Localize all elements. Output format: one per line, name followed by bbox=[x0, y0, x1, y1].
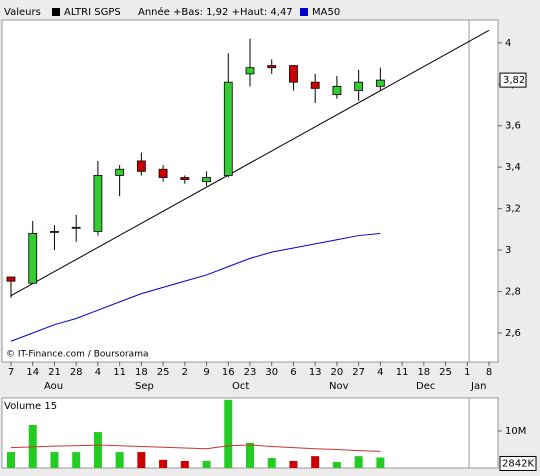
volume-bar bbox=[311, 456, 320, 468]
legend-swatch bbox=[300, 8, 308, 16]
legend-label: MA50 bbox=[312, 7, 340, 18]
y-tick-label: 3,4 bbox=[505, 162, 521, 173]
candle-body bbox=[223, 81, 233, 176]
candle-body bbox=[50, 231, 59, 233]
ma-line bbox=[10, 232, 381, 342]
x-tick-label: 18 bbox=[417, 367, 430, 378]
month-label: Dec bbox=[416, 381, 435, 392]
x-tick-label: 25 bbox=[439, 367, 452, 378]
x-tick-label: 18 bbox=[135, 367, 148, 378]
source: © IT-Finance.com / Boursorama bbox=[6, 350, 148, 360]
x-tick-label: 9 bbox=[203, 367, 209, 378]
last-value-box bbox=[499, 72, 527, 88]
volume-bar bbox=[332, 462, 341, 468]
x-tick-label: 1 bbox=[464, 367, 470, 378]
y-tick-label: 2,8 bbox=[505, 287, 521, 298]
candle-body bbox=[375, 79, 385, 87]
candle-body bbox=[354, 81, 364, 91]
x-tick-label: 4 bbox=[95, 367, 101, 378]
x-tick-label: 23 bbox=[244, 367, 257, 378]
month-label: Aou bbox=[44, 381, 63, 392]
volume-bar bbox=[137, 452, 146, 468]
volume-bar bbox=[50, 452, 59, 468]
volume-bar bbox=[224, 399, 233, 468]
month-label: Jan bbox=[470, 381, 486, 392]
candle-body bbox=[332, 85, 342, 96]
month-label: Sep bbox=[135, 381, 154, 392]
candle-body bbox=[136, 160, 146, 172]
x-tick-label: 20 bbox=[331, 367, 344, 378]
x-tick-label: 11 bbox=[113, 367, 126, 378]
trendline bbox=[10, 29, 490, 297]
y-tick-label: 4 bbox=[505, 38, 511, 49]
volume-bar bbox=[159, 459, 168, 468]
candle-body bbox=[180, 177, 190, 180]
volume-bar bbox=[93, 432, 102, 468]
x-tick-label: 25 bbox=[157, 367, 170, 378]
candle-body bbox=[115, 168, 125, 176]
x-tick-label: 21 bbox=[48, 367, 61, 378]
last-value-box bbox=[499, 455, 537, 471]
candle-body bbox=[245, 67, 255, 75]
y-tick-label: 3,6 bbox=[505, 121, 521, 132]
x-tick-label: 27 bbox=[352, 367, 365, 378]
x-tick-label: 2 bbox=[182, 367, 188, 378]
candle-body bbox=[202, 177, 211, 183]
x-tick-label: 16 bbox=[222, 367, 235, 378]
volume-bar bbox=[246, 442, 254, 468]
volume-bar bbox=[267, 458, 276, 468]
month-label: Oct bbox=[232, 381, 249, 392]
x-tick-label: 14 bbox=[26, 367, 39, 378]
candle-body bbox=[28, 233, 38, 284]
candle-body bbox=[93, 175, 103, 232]
x-tick-label: 30 bbox=[265, 367, 278, 378]
volume-bar bbox=[289, 460, 298, 468]
x-tick-label: 8 bbox=[486, 367, 492, 378]
x-tick-label: 13 bbox=[309, 367, 322, 378]
candle-body bbox=[158, 168, 168, 178]
candle-body bbox=[310, 81, 320, 89]
x-tick-label: 6 bbox=[290, 367, 296, 378]
volume-bar bbox=[202, 460, 211, 468]
month-label: Nov bbox=[329, 381, 349, 392]
y-tick-label: 3 bbox=[505, 245, 511, 256]
annotation: Année +Bas: 1,92 +Haut: 4,47 bbox=[138, 6, 293, 18]
legend-label: ALTRI SGPS bbox=[64, 7, 121, 18]
volume-bar bbox=[115, 452, 124, 468]
candle-body bbox=[267, 65, 277, 69]
last-value-label: 2842K bbox=[502, 458, 534, 469]
y-tick-label: 10M bbox=[505, 426, 526, 437]
candle-body bbox=[71, 226, 81, 229]
volume-bar bbox=[354, 456, 363, 468]
volume-bar bbox=[7, 452, 15, 468]
volume-bar bbox=[180, 460, 189, 468]
volume-bar bbox=[376, 457, 385, 468]
last-value-label: 3,82 bbox=[503, 75, 525, 86]
volume-title: Volume 15 bbox=[4, 401, 57, 412]
x-tick-label: 11 bbox=[396, 367, 409, 378]
y-tick-label: 2,6 bbox=[505, 328, 521, 339]
x-tick-label: 28 bbox=[70, 367, 83, 378]
volume-ma-line bbox=[10, 444, 381, 452]
header-label: Valeurs bbox=[4, 7, 41, 18]
x-tick-label: 7 bbox=[8, 367, 14, 378]
legend-swatch bbox=[52, 8, 60, 16]
volume-bar bbox=[72, 452, 81, 468]
y-tick-label: 3,2 bbox=[505, 204, 521, 215]
candle-body bbox=[6, 276, 16, 282]
x-tick-label: 4 bbox=[377, 367, 383, 378]
candle-body bbox=[289, 65, 298, 83]
